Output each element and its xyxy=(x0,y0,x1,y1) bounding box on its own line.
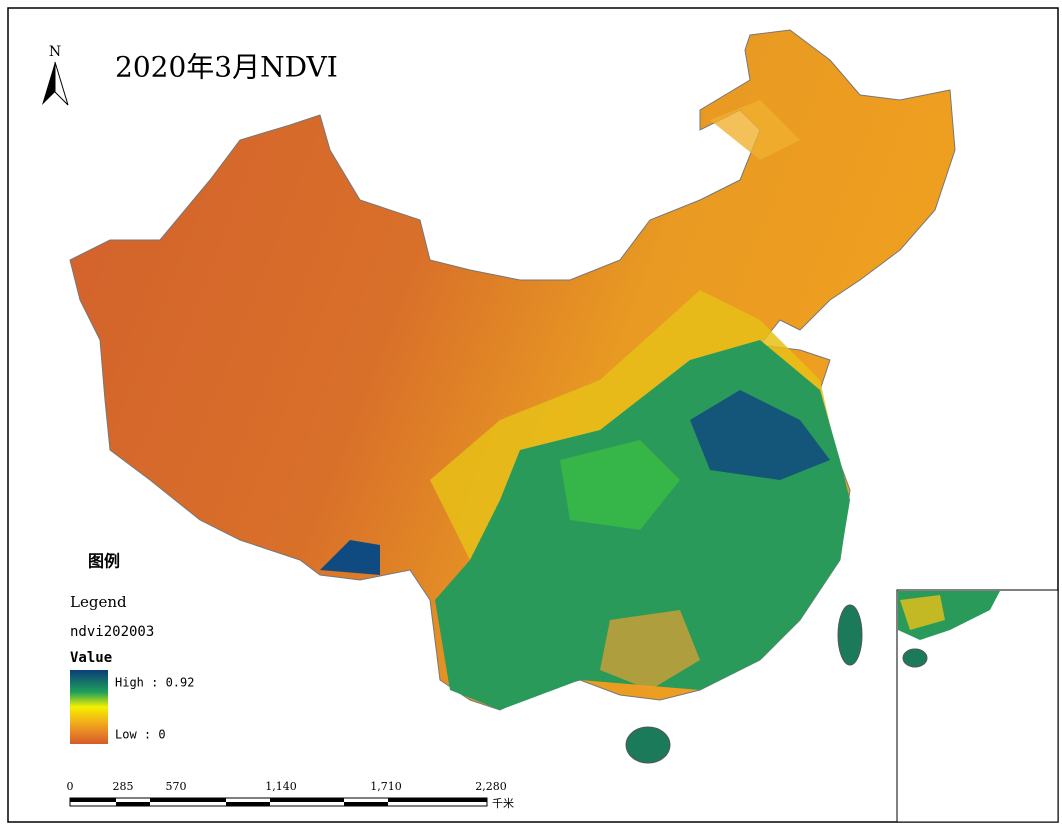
scale-segment xyxy=(344,802,388,806)
scale-label: 570 xyxy=(166,780,187,793)
legend-heading: 图例 xyxy=(88,552,120,571)
frame xyxy=(7,7,1059,823)
map-title: 2020年3月NDVI xyxy=(115,51,338,84)
legend-ramp xyxy=(70,670,108,744)
legend-low: Low : 0 xyxy=(115,728,166,742)
north-label: N xyxy=(49,44,61,60)
legend-high: High : 0.92 xyxy=(115,676,194,690)
scale-segment xyxy=(70,798,116,802)
scale-label: 1,710 xyxy=(370,780,402,793)
north-arrow: N xyxy=(42,44,69,106)
legend-title: Legend xyxy=(70,593,127,611)
china-map xyxy=(69,29,956,764)
scale-segment xyxy=(150,798,226,802)
scale-label: 285 xyxy=(113,780,134,793)
scale-label: 2,280 xyxy=(475,780,507,793)
scale-segment xyxy=(388,798,487,802)
legend-layer: ndvi202003 xyxy=(70,624,154,640)
scale-label: 0 xyxy=(67,780,74,793)
scale-segment xyxy=(116,802,150,806)
scale-bar: 0 285 570 1,140 1,710 2,280 千米 xyxy=(67,780,515,810)
legend: 图例 Legend ndvi202003 Value High : 0.92 L… xyxy=(70,552,194,744)
scale-label: 1,140 xyxy=(265,780,297,793)
scale-segment xyxy=(270,798,344,802)
legend-field: Value xyxy=(70,650,112,666)
inset-map xyxy=(896,589,1059,823)
scale-segment xyxy=(226,802,270,806)
scale-unit: 千米 xyxy=(492,797,514,810)
